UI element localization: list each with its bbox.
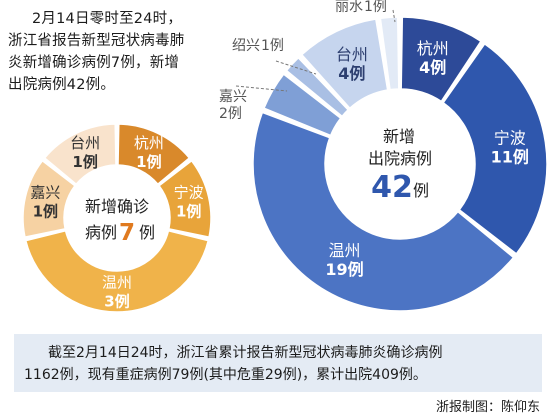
slice-name-label: 宁波 — [494, 128, 526, 147]
slice-value-label: 1例 — [364, 0, 387, 15]
intro-line: 出院病例42例。 — [8, 77, 116, 93]
callout-line — [235, 85, 288, 92]
slice-name-label: 温州 — [102, 274, 132, 292]
slice-value-label: 4例 — [338, 64, 365, 83]
slice-value-label: 1例 — [176, 203, 201, 221]
slice-value-label: 1例 — [136, 153, 161, 171]
slice-value-label: 4例 — [419, 58, 446, 77]
center-label: 新增 — [383, 127, 415, 146]
callout-line — [392, 9, 396, 23]
slice-value-label: 1例 — [33, 203, 58, 221]
slice-name-label: 嘉兴 — [30, 184, 60, 202]
callout-line — [275, 60, 317, 75]
center-label: 例 — [139, 223, 155, 242]
slice-杭州 — [400, 16, 482, 103]
donut-hole — [66, 167, 168, 269]
slice-value-label: 1例 — [72, 153, 97, 171]
intro-line: 炎新增确诊病例7例，新增 — [8, 55, 180, 71]
slice-name-label: 绍兴 — [232, 38, 260, 54]
slice-宁波 — [158, 159, 212, 239]
slice-value-label: 11例 — [491, 147, 529, 166]
center-value: 42 — [371, 170, 413, 205]
summary-line: 截至2月14日24时，浙江省累计报告新型冠状病毒肺炎确诊病例 — [48, 345, 443, 361]
center-label: 病例 — [85, 223, 117, 242]
slice-name-label: 丽水 — [335, 0, 363, 15]
center-label: 例 — [413, 181, 429, 200]
center-value: 7 — [119, 220, 135, 246]
center-label: 新增确诊 — [85, 197, 149, 216]
slice-name-label: 温州 — [328, 241, 360, 260]
intro-text: 2月14日零时至24时， 浙江省报告新型冠状病毒肺 炎新增确诊病例7例，新增 出… — [8, 8, 233, 96]
slice-name-label: 台州 — [70, 134, 100, 152]
slice-value-label: 3例 — [104, 293, 129, 311]
donut-hole — [327, 91, 473, 237]
slice-name-label: 嘉兴 — [219, 89, 247, 105]
slice-台州 — [300, 18, 389, 110]
slice-value-label: 19例 — [325, 260, 363, 279]
credit-text: 浙报制图：陈仰东 — [435, 400, 540, 415]
slice-嘉兴 — [22, 159, 76, 239]
slice-温州 — [24, 229, 210, 313]
slice-台州 — [43, 123, 117, 186]
slice-嘉兴 — [263, 73, 342, 137]
summary-line: 1162例，现有重症病例79例(其中危重29例)，累计出院409例。 — [24, 367, 427, 383]
slice-name-label: 台州 — [336, 45, 368, 64]
intro-line: 2月14日零时至24时， — [32, 11, 183, 27]
slice-name-label: 杭州 — [134, 134, 164, 152]
slice-value-label: 2例 — [219, 106, 242, 122]
slice-value-label: 1例 — [261, 38, 284, 54]
slice-宁波 — [442, 42, 548, 255]
slice-杭州 — [117, 123, 191, 186]
slice-name-label: 杭州 — [417, 39, 449, 58]
center-label: 出院病例 — [368, 149, 432, 168]
slice-name-label: 宁波 — [174, 184, 204, 202]
slice-丽水 — [379, 16, 400, 91]
slice-温州 — [252, 111, 515, 312]
intro-line: 浙江省报告新型冠状病毒肺 — [8, 33, 185, 49]
summary-box: 截至2月14日24时，浙江省累计报告新型冠状病毒肺炎确诊病例 1162例，现有重… — [14, 334, 542, 392]
